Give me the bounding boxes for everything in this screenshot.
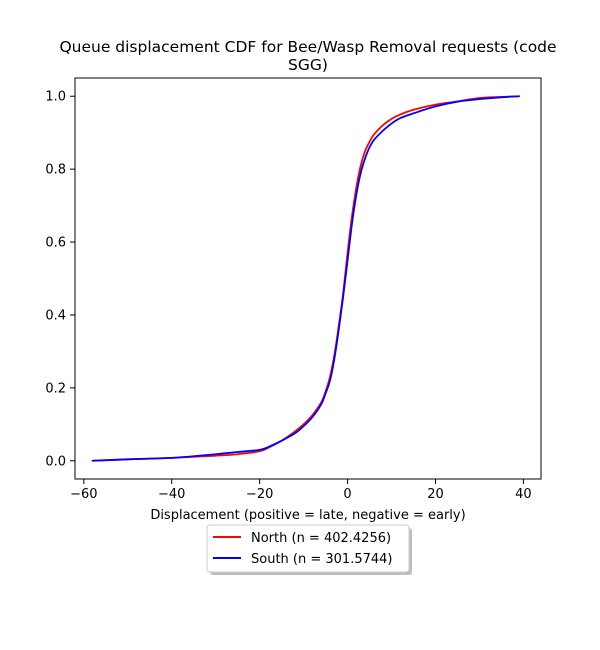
- plot-area-frame: [74, 77, 542, 480]
- x-tick-label: 20: [427, 487, 444, 502]
- chart-title-line-1: Queue displacement CDF for Bee/Wasp Remo…: [59, 38, 556, 56]
- series-line-south: [91, 95, 520, 462]
- x-tick-label: 40: [515, 487, 532, 502]
- x-axis-label: Displacement (positive = late, negative …: [150, 508, 465, 523]
- legend-box: [206, 524, 410, 573]
- y-tick-label: 1.0: [45, 90, 66, 105]
- series-line-north: [91, 95, 520, 462]
- x-tick-label: −20: [246, 487, 273, 502]
- y-tick-label: 0.4: [45, 308, 66, 323]
- y-tick-label: 0.8: [45, 163, 66, 178]
- y-tick-label: 0.2: [45, 381, 66, 396]
- x-tick-label: 0: [343, 487, 351, 502]
- legend-label-north: North (n = 402.4256): [251, 531, 391, 546]
- x-tick-label: −60: [70, 487, 97, 502]
- series-lines: [91, 95, 520, 462]
- legend: North (n = 402.4256) South (n = 301.5744…: [206, 524, 412, 575]
- y-tick-label: 0.0: [45, 454, 66, 469]
- chart-title-line-2: SGG): [288, 56, 328, 74]
- legend-label-south: South (n = 301.5744): [251, 552, 392, 567]
- y-axis: 0.0 0.2 0.4 0.6 0.8 1.0: [45, 90, 75, 469]
- x-tick-label: −40: [158, 487, 185, 502]
- y-tick-label: 0.6: [45, 236, 66, 251]
- x-axis: −60 −40 −20 0 20 40: [70, 479, 532, 502]
